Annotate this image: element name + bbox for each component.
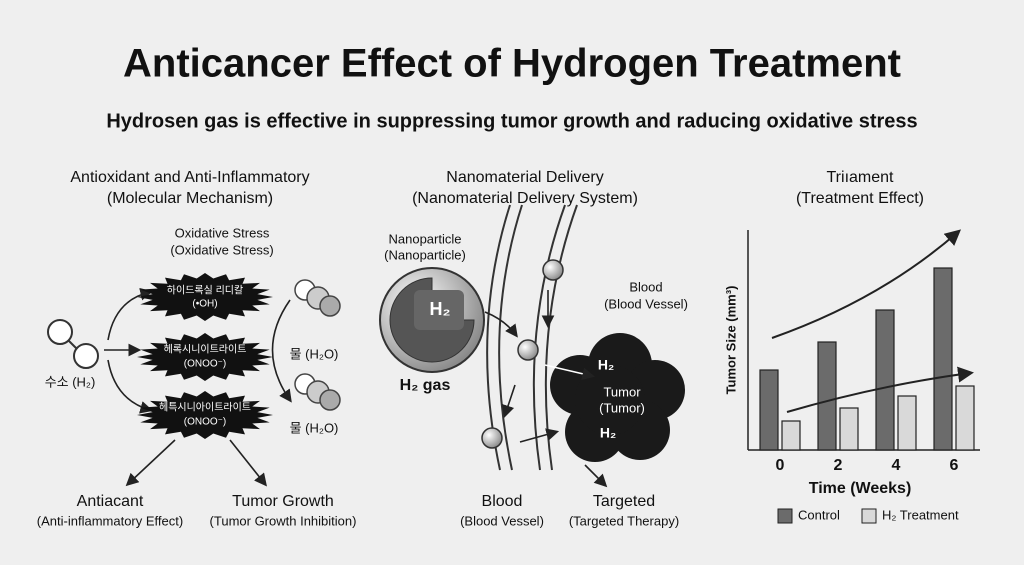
x-tick-label: 4	[892, 457, 901, 474]
arrow	[229, 439, 267, 487]
label: H₂	[600, 425, 616, 441]
bar	[875, 309, 895, 451]
label: 물 (H₂O)	[290, 346, 339, 361]
radical-burst	[137, 333, 273, 381]
label: Antiacant	[77, 493, 144, 510]
label: (Anti-inflammatory Effect)	[37, 513, 183, 528]
label: (Blood Vessel)	[604, 296, 688, 311]
arrow	[544, 364, 596, 381]
label: (Oxidative Stress)	[170, 242, 273, 257]
label: (Nanoparticle)	[384, 247, 466, 262]
arrow	[484, 311, 518, 338]
label: Blood	[482, 493, 523, 510]
label: Blood	[629, 279, 662, 294]
bar	[839, 407, 859, 451]
panel-title: Nanomaterial Delivery	[446, 169, 603, 186]
arrow	[584, 464, 608, 488]
water-molecule	[294, 279, 341, 411]
bar	[933, 267, 953, 451]
arrow	[501, 384, 516, 419]
x-tick-label: 6	[950, 457, 959, 474]
bar	[759, 369, 779, 451]
x-axis-label: Time (Weeks)	[809, 480, 912, 497]
label: Tumor Growth	[232, 493, 334, 510]
h2-molecule	[47, 319, 99, 369]
label: (Tumor)	[599, 400, 645, 415]
label: 하이드록실 리디칼	[167, 284, 243, 297]
bar	[955, 385, 975, 451]
bar-chart: 0 2 4 6 Time (Weeks) Tumor Size (mm³) Control H…	[723, 230, 980, 524]
label: 헤특시니아이트라이트	[159, 402, 251, 414]
panel-title: (Molecular Mechanism)	[107, 190, 273, 207]
trend-arrow	[771, 229, 962, 339]
radicals	[137, 273, 273, 439]
label: (Tumor Growth Inhibition)	[210, 513, 357, 528]
label: (ONOO⁻)	[184, 359, 227, 370]
legend-label: Control	[798, 507, 840, 522]
legend-label: H₂ Treatment	[882, 507, 959, 522]
chart-subtitle: (Treatment Effect)	[796, 190, 924, 207]
bar	[781, 420, 801, 451]
label: (•OH)	[192, 299, 217, 310]
radical-burst	[137, 273, 273, 321]
trend-arrow	[786, 366, 974, 413]
label: (ONOO⁻)	[184, 417, 227, 428]
label: (Targeted Therapy)	[569, 513, 679, 528]
panel-title: Antioxidant and Anti-Inflammatory	[70, 169, 309, 186]
subtitle: Hydrosen gas is effective in suppressing…	[106, 110, 917, 132]
label: 수소 (H₂)	[45, 374, 96, 389]
legend-swatch	[861, 508, 877, 524]
y-axis-label: Tumor Size (mm³)	[723, 286, 738, 395]
label: (Blood Vessel)	[460, 513, 544, 528]
label: H₂	[598, 357, 614, 373]
nanoparticle	[379, 267, 485, 373]
radical-burst	[137, 391, 273, 439]
legend-swatch	[777, 508, 793, 524]
label: 물 (H₂O)	[290, 420, 339, 435]
label: Nanoparticle	[389, 231, 462, 246]
bar	[897, 395, 917, 451]
panel-title: (Nanomaterial Delivery System)	[412, 190, 638, 207]
x-tick-label: 2	[834, 457, 843, 474]
label: 헤록시니이트라이트	[164, 344, 247, 356]
title: Anticancer Effect of Hydrogen Treatment	[123, 42, 901, 86]
arrow	[125, 439, 176, 487]
label: H₂ gas	[400, 377, 451, 394]
label: Oxidative Stress	[175, 225, 270, 240]
arrow	[271, 299, 292, 403]
label: H₂	[430, 299, 451, 319]
bar	[817, 341, 837, 451]
label: Targeted	[593, 493, 655, 510]
x-tick-label: 0	[776, 457, 785, 474]
label: Tumor	[603, 384, 641, 399]
arrow	[519, 428, 560, 443]
particles	[481, 259, 564, 449]
chart-title: Triıament	[827, 169, 895, 186]
arrow	[107, 287, 154, 341]
